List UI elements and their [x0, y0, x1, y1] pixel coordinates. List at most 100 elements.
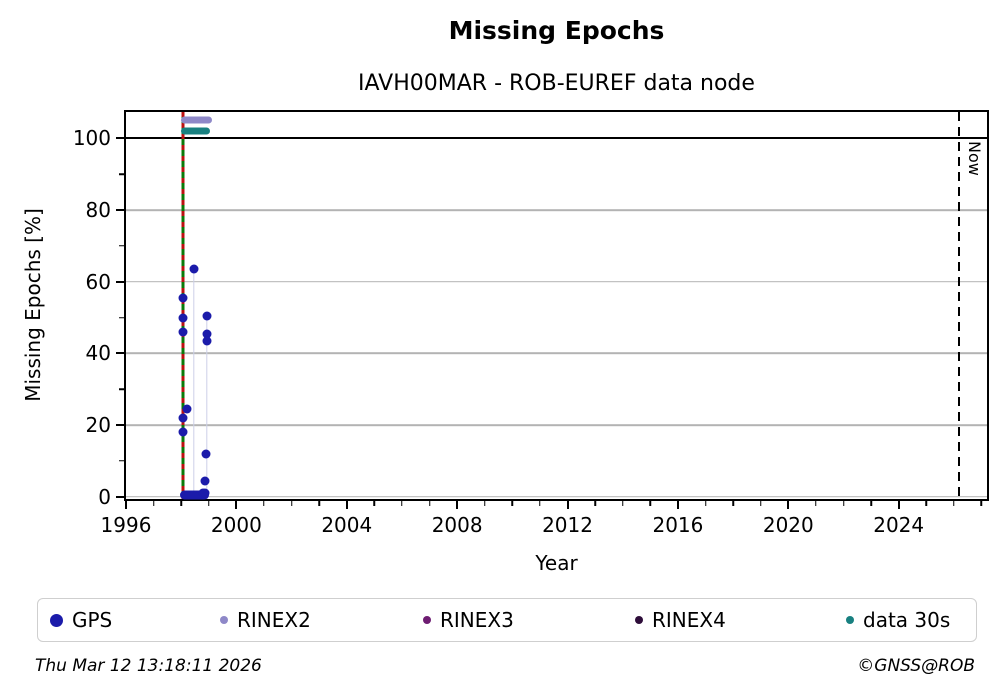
gps-point [202, 329, 212, 339]
gridline-y-80 [126, 209, 987, 211]
legend-item-rinex4: RINEX4 [635, 599, 726, 641]
x-minor-tick-2003 [318, 501, 320, 506]
legend-label-rinex2: RINEX2 [237, 608, 311, 632]
y-tick-label-20: 20 [85, 413, 111, 438]
drop-line [192, 269, 195, 496]
x-major-tick-2000 [235, 501, 238, 509]
legend-item-data-30s: data 30s [846, 599, 950, 641]
x-minor-tick-2019 [759, 501, 762, 506]
x-minor-tick-2006 [401, 501, 403, 506]
y-major-tick-40 [116, 352, 124, 355]
y-minor-tick-50 [119, 316, 124, 319]
y-minor-tick-70 [119, 245, 124, 247]
y-tick-label-0: 0 [98, 484, 111, 509]
x-tick-label-1996: 1996 [100, 513, 152, 537]
gps-point [200, 476, 210, 486]
x-minor-tick-2001 [263, 501, 265, 506]
x-minor-tick-2002 [290, 501, 293, 506]
plot-timestamp: Thu Mar 12 13:18:11 2026 [35, 656, 262, 676]
legend-label-rinex4: RINEX4 [652, 608, 726, 632]
y-tick-label-40: 40 [85, 341, 111, 366]
gps-point [202, 311, 212, 321]
y-major-tick-0 [116, 495, 124, 498]
data-30s-marker-icon [846, 616, 854, 624]
x-major-tick-2020 [787, 501, 790, 509]
x-tick-label-2000: 2000 [210, 513, 262, 537]
x-minor-tick-2026 [953, 501, 955, 506]
legend-item-rinex2: RINEX2 [220, 599, 311, 641]
gps-zero-run [180, 490, 209, 500]
x-minor-tick-1998 [180, 501, 182, 506]
hundred-percent-line [126, 137, 987, 140]
gridline-y-60 [126, 280, 987, 283]
gps-point [178, 313, 188, 322]
x-major-tick-2004 [345, 501, 348, 509]
now-line [958, 112, 961, 499]
rinex2-availability-bar [181, 116, 212, 124]
x-tick-label-2024: 2024 [873, 513, 925, 537]
legend-item-rinex3: RINEX3 [423, 599, 514, 641]
y-axis-label: Missing Epochs [%] [21, 208, 45, 402]
gridline-y-0 [126, 496, 987, 498]
y-minor-tick-30 [119, 388, 124, 390]
x-minor-tick-2005 [373, 501, 376, 506]
x-minor-tick-2013 [594, 501, 596, 506]
legend: GPS RINEX2 RINEX3 RINEX4 data 30s [37, 598, 977, 642]
x-tick-label-2004: 2004 [321, 513, 373, 537]
x-major-tick-2008 [456, 501, 459, 509]
y-tick-label-100: 100 [72, 126, 111, 151]
gps-point [182, 404, 192, 414]
chart-subtitle: IAVH00MAR - ROB-EUREF data node [358, 71, 755, 96]
x-major-tick-1996 [125, 501, 127, 509]
gps-point [178, 293, 188, 303]
y-major-tick-80 [116, 208, 124, 211]
legend-item-gps: GPS [50, 599, 112, 641]
gps-point [178, 327, 188, 337]
x-major-tick-2012 [566, 501, 569, 509]
gridline-y-20 [126, 424, 987, 426]
data-30s-availability-bar [181, 127, 211, 135]
x-minor-tick-2023 [870, 501, 872, 506]
y-minor-tick-90 [119, 173, 124, 175]
credit-text: ©GNSS@ROB [857, 656, 975, 676]
x-minor-tick-2018 [732, 501, 734, 506]
drop-line [206, 315, 208, 496]
x-minor-tick-2027 [980, 501, 983, 506]
x-tick-label-2008: 2008 [431, 513, 483, 537]
x-tick-label-2012: 2012 [542, 513, 593, 537]
now-label: Now [965, 141, 985, 176]
gps-point [200, 488, 210, 498]
gps-point [202, 336, 212, 346]
gps-point [189, 264, 199, 274]
x-axis-label: Year [535, 551, 578, 575]
x-minor-tick-2010 [511, 501, 514, 506]
y-major-tick-100 [116, 137, 124, 140]
x-minor-tick-2007 [428, 501, 431, 506]
plot-area: Now 1996 2000 2004 2008 2012 2016 2020 2024 0 20 40… [73, 110, 989, 537]
x-minor-tick-2025 [925, 501, 928, 506]
legend-label-gps: GPS [72, 608, 113, 632]
x-minor-tick-1999 [208, 501, 210, 506]
legend-label-rinex3: RINEX3 [440, 608, 514, 632]
gps-point [178, 427, 188, 437]
y-tick-label-80: 80 [85, 197, 111, 222]
gridline-y-40 [126, 352, 987, 355]
x-minor-tick-2017 [704, 501, 707, 506]
x-minor-tick-2021 [815, 501, 817, 506]
x-major-tick-2016 [676, 501, 679, 509]
gps-point [178, 413, 188, 423]
y-major-tick-60 [116, 280, 124, 283]
x-minor-tick-2014 [621, 501, 624, 506]
gps-point [201, 449, 211, 459]
rinex2-marker-icon [220, 616, 228, 624]
gps-marker-icon [50, 613, 63, 627]
x-minor-tick-1997 [152, 501, 155, 506]
x-tick-label-2016: 2016 [652, 513, 704, 537]
y-major-tick-20 [116, 424, 124, 427]
legend-label-data-30s: data 30s [863, 608, 951, 632]
x-major-tick-2024 [897, 501, 900, 509]
rinex3-marker-icon [423, 616, 431, 624]
x-minor-tick-2011 [539, 501, 541, 506]
y-tick-label-60: 60 [85, 269, 111, 294]
